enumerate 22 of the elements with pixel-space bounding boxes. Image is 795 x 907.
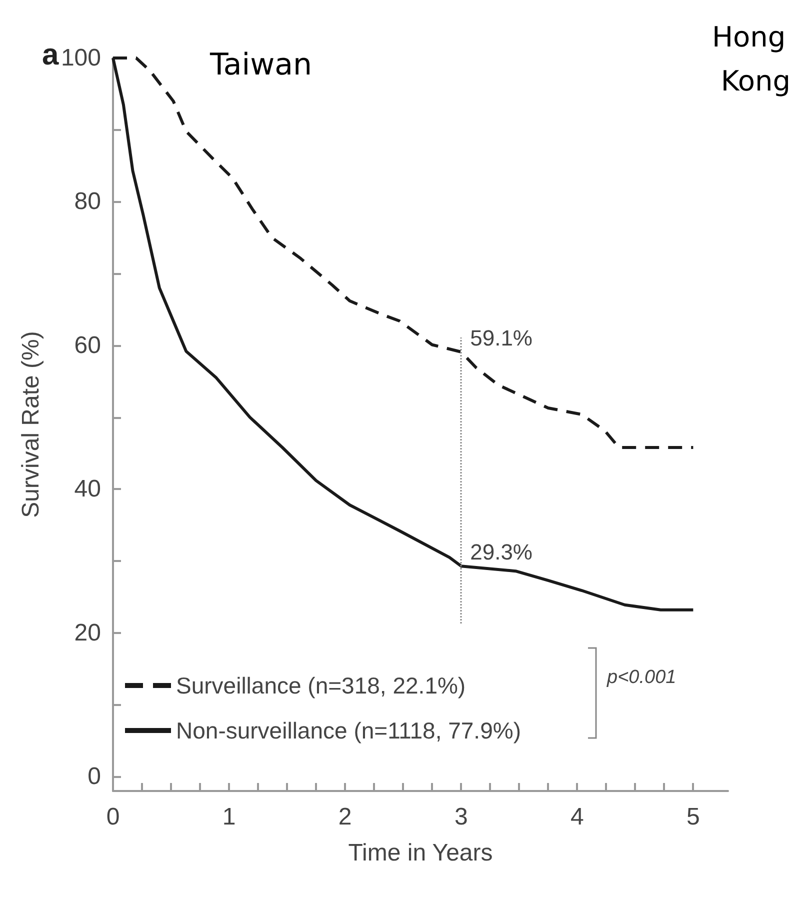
x-tick-label: 0 <box>106 804 120 830</box>
annotation: p<0.001 <box>606 667 676 688</box>
y-tick-label: 80 <box>74 188 101 216</box>
x-tick-label: 5 <box>686 804 700 830</box>
x-axis-title: Time in Years <box>348 840 493 866</box>
annotation: 59.1% <box>470 325 533 350</box>
y-tick-label: 40 <box>74 476 101 503</box>
x-tick-label: 4 <box>570 804 584 830</box>
y-tick-label: 20 <box>74 619 101 646</box>
annotation: Taiwan <box>209 48 312 82</box>
annotation: 29.3% <box>470 540 533 565</box>
x-tick-label: 3 <box>454 804 468 830</box>
y-tick-label: 60 <box>74 332 101 359</box>
x-tick-label: 1 <box>222 804 236 830</box>
annotation: Hong Kong <box>712 20 791 98</box>
legend-label: Surveillance (n=318, 22.1%) <box>176 672 466 698</box>
text: a <box>42 38 59 72</box>
y-tick-label: 100 <box>60 44 101 72</box>
y-axis-title: Survival Rate (%) <box>18 331 44 518</box>
y-tick-label: 0 <box>88 763 101 790</box>
x-tick-label: 2 <box>338 804 352 830</box>
legend-label: Non-surveillance (n=1118, 77.9%) <box>176 718 521 744</box>
